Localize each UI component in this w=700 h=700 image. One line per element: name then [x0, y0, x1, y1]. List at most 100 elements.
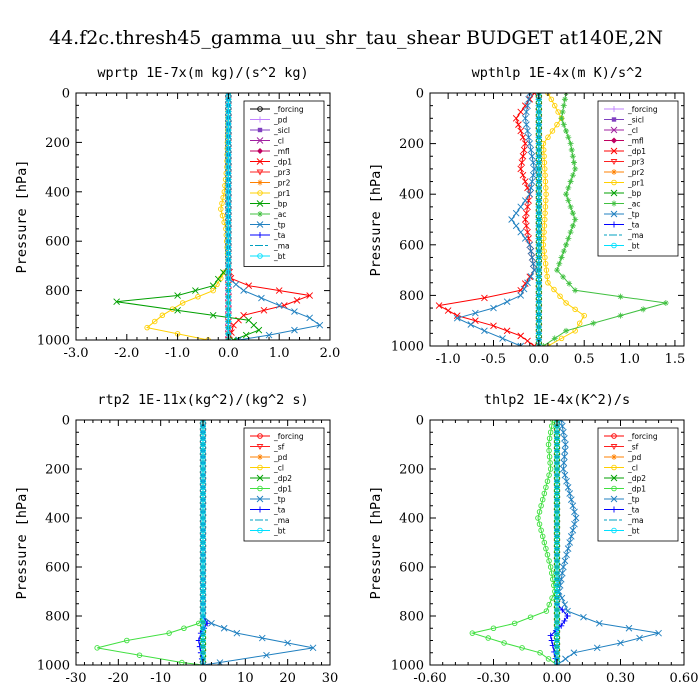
data-point: [536, 509, 543, 515]
data-point: [536, 229, 542, 235]
data-point: [200, 466, 206, 472]
legend-entry: _ma: [273, 516, 290, 525]
y-tick-label: 600: [399, 561, 424, 576]
data-point: [542, 172, 548, 178]
data-point: [566, 490, 574, 497]
data-point: [536, 134, 542, 141]
panel-1: wprtp 1E-7x(m kg)/(s^2 kg) Pressure [hPa]…: [14, 65, 340, 361]
data-point: [521, 280, 529, 287]
data-point: [536, 115, 542, 122]
data-point: [275, 302, 283, 309]
data-point: [541, 159, 548, 166]
data-point: [214, 275, 222, 283]
data-point: [518, 159, 526, 166]
data-point: [225, 170, 232, 177]
data-point: [200, 637, 206, 644]
data-point: [529, 159, 537, 166]
x-tick-label: 10: [237, 671, 254, 686]
figure-title: 44.f2c.thresh45_gamma_uu_shr_tau_shear B…: [49, 27, 663, 49]
data-point: [560, 459, 568, 467]
data-point: [225, 226, 232, 232]
data-point: [199, 661, 207, 665]
data-point: [560, 121, 567, 128]
data-point: [200, 460, 206, 466]
data-point: [561, 557, 569, 565]
data-point: [210, 287, 216, 294]
data-point: [200, 490, 206, 497]
data-point: [558, 335, 565, 342]
data-point: [225, 108, 232, 115]
legend-entry: _tp: [273, 495, 286, 504]
data-point: [517, 292, 525, 299]
data-point: [520, 146, 528, 154]
data-point: [569, 153, 576, 160]
data-point: [572, 216, 579, 223]
data-point: [200, 539, 206, 546]
data-point: [536, 121, 542, 128]
legend-entry: _tp: [627, 210, 640, 219]
data-point: [526, 241, 534, 249]
data-point: [554, 631, 560, 638]
x-tick-label: -1.0: [436, 352, 461, 367]
data-point: [655, 629, 662, 637]
data-point: [547, 460, 553, 466]
data-point: [536, 311, 542, 318]
data-point: [546, 435, 553, 442]
legend-marker: [256, 495, 264, 503]
data-point: [543, 545, 549, 552]
legend-marker: [611, 137, 617, 144]
data-point: [526, 96, 534, 103]
legend-marker: [256, 137, 264, 144]
data-point: [151, 318, 158, 325]
legend-marker: [610, 444, 618, 451]
x-tick-label: -0.30: [477, 671, 510, 686]
data-point: [567, 496, 575, 503]
data-point: [563, 327, 570, 334]
data-point: [225, 232, 232, 238]
data-point: [200, 515, 206, 521]
data-point: [561, 96, 568, 103]
data-point: [529, 171, 537, 179]
y-tick-label: 400: [399, 512, 424, 527]
data-point: [560, 102, 567, 109]
data-point: [536, 261, 542, 267]
data-point: [174, 307, 181, 314]
data-point: [546, 601, 552, 608]
data-point: [536, 280, 542, 286]
data-point: [536, 292, 542, 299]
data-point: [554, 650, 560, 656]
legend-marker: [257, 454, 263, 460]
data-point: [225, 244, 232, 251]
data-point: [519, 152, 527, 160]
y-tick-label: 0: [62, 87, 70, 102]
data-point: [250, 321, 258, 329]
data-point: [524, 337, 531, 345]
legend-entry: _forcing: [627, 432, 658, 441]
data-point: [531, 165, 538, 173]
data-point: [547, 632, 554, 639]
data-point: [572, 287, 579, 294]
data-point: [544, 273, 550, 280]
data-point: [554, 472, 560, 478]
data-point: [547, 466, 554, 472]
data-point: [517, 165, 525, 173]
series-group: [435, 93, 669, 346]
y-tick-label: 200: [399, 463, 424, 478]
x-tick-label: -2.0: [114, 346, 139, 361]
data-point: [543, 608, 550, 614]
data-point: [560, 428, 567, 436]
legend-entry: _ma: [273, 241, 290, 250]
data-point: [225, 318, 232, 325]
data-point: [558, 422, 566, 430]
data-point: [542, 178, 549, 185]
legend-marker: [611, 454, 617, 460]
data-point: [225, 275, 232, 282]
legend-entry: _dp2: [273, 474, 292, 483]
x-tick-label: -10: [150, 671, 171, 686]
legend-marker: [257, 253, 263, 259]
data-point: [200, 521, 206, 527]
legend: _forcing_sf _pd_cl _dp2_dp1 _tp_ta _ma_bt: [597, 427, 679, 542]
data-point: [280, 302, 288, 309]
data-point: [554, 582, 560, 589]
legend-entry: _ta: [627, 220, 639, 229]
